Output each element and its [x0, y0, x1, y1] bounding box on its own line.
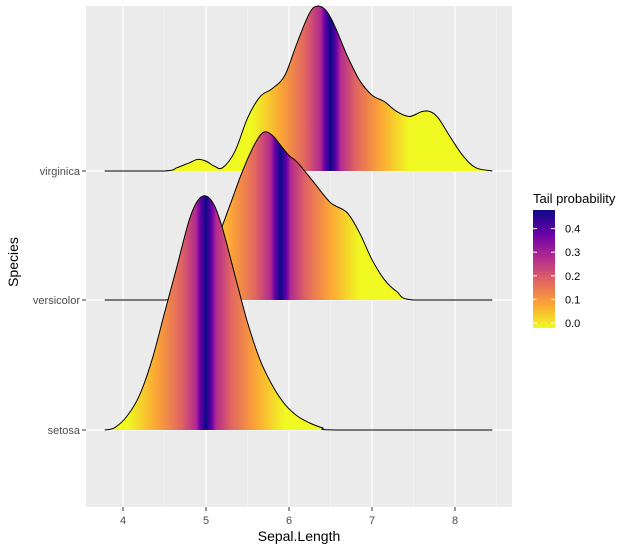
- y-tick-label-virginica: virginica: [40, 166, 81, 178]
- legend-colorbar: [533, 210, 555, 328]
- x-tick-label-5: 5: [203, 515, 209, 527]
- x-axis: 4 5 6 7 8: [120, 507, 458, 527]
- ridge-outline-setosa: [104, 195, 493, 431]
- x-tick-label-6: 6: [286, 515, 292, 527]
- ridge-fill-virginica: [104, 5, 493, 172]
- x-tick-label-7: 7: [369, 515, 375, 527]
- legend-title: Tail probability: [533, 191, 616, 206]
- legend-label-0.2: 0.2: [565, 271, 580, 283]
- x-tick-label-4: 4: [120, 515, 126, 527]
- legend: Tail probability 0.0 0.1 0.2 0.3 0.4: [533, 191, 616, 330]
- legend-label-0.1: 0.1: [565, 294, 580, 306]
- x-tick-label-8: 8: [452, 515, 458, 527]
- legend-label-0.4: 0.4: [565, 224, 580, 236]
- ridge-outline-virginica: [104, 5, 493, 172]
- density-ridges: [104, 5, 493, 431]
- legend-ticks: 0.0 0.1 0.2 0.3 0.4: [533, 224, 580, 330]
- y-tick-label-versicolor: versicolor: [33, 295, 80, 307]
- legend-label-0.0: 0.0: [565, 318, 580, 330]
- y-axis-title: Species: [5, 237, 21, 287]
- ridge-fill-setosa: [104, 195, 493, 430]
- y-tick-label-setosa: setosa: [48, 425, 81, 437]
- x-axis-title: Sepal.Length: [258, 528, 341, 544]
- y-axis: setosa versicolor virginica: [33, 166, 86, 437]
- legend-label-0.3: 0.3: [565, 247, 580, 259]
- ridge-fill-versicolor: [104, 131, 493, 300]
